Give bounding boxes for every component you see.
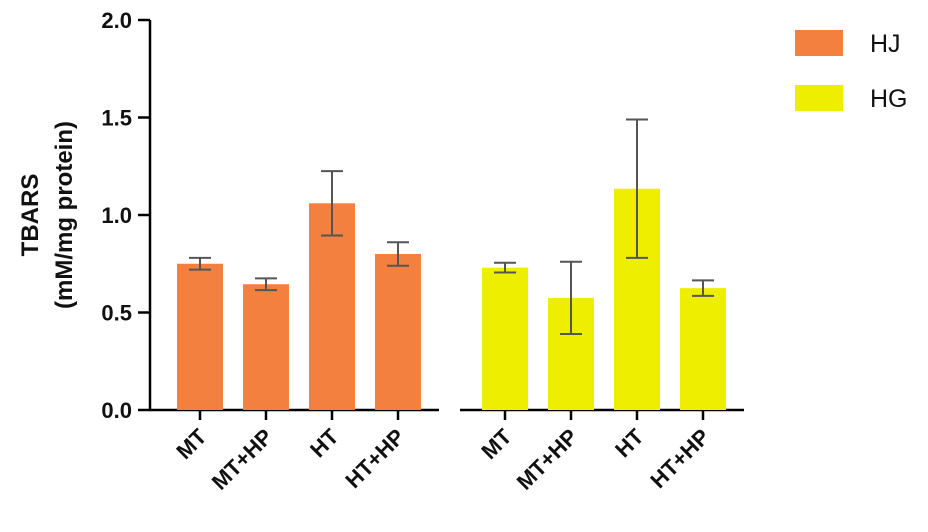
y-tick-label: 0.5 [101, 301, 132, 326]
y-axis-title: TBARS (mM/mg protein) [17, 121, 78, 309]
bar [177, 263, 223, 410]
y-axis-title-line1: TBARS [17, 174, 44, 257]
legend-swatch [795, 30, 843, 56]
bar [309, 203, 355, 410]
x-category-label: MT [476, 423, 517, 464]
x-category-label: HT [610, 423, 649, 462]
y-axis-title-line2: (mM/mg protein) [51, 121, 78, 309]
bars [177, 188, 726, 410]
y-tick-label: 2.0 [101, 8, 132, 33]
legend-label: HJ [870, 30, 901, 58]
y-tick-label: 0.0 [101, 398, 132, 423]
legend-swatch [795, 85, 843, 111]
bar [482, 267, 528, 410]
error-bars [189, 118, 714, 335]
y-tick-label: 1.5 [101, 106, 132, 131]
legend: HJ HG [795, 30, 908, 113]
legend-label: HG [870, 85, 908, 113]
x-category-label: HT+HP [340, 424, 409, 493]
bar [680, 288, 726, 410]
y-tick-label: 1.0 [101, 203, 132, 228]
bar [375, 254, 421, 410]
x-category-label: MT+HP [207, 424, 278, 495]
x-category-label: HT [305, 423, 344, 462]
x-category-label: MT [171, 423, 212, 464]
x-category-label: HT+HP [645, 424, 714, 493]
x-category-label: MT+HP [512, 424, 583, 495]
bar [243, 284, 289, 410]
